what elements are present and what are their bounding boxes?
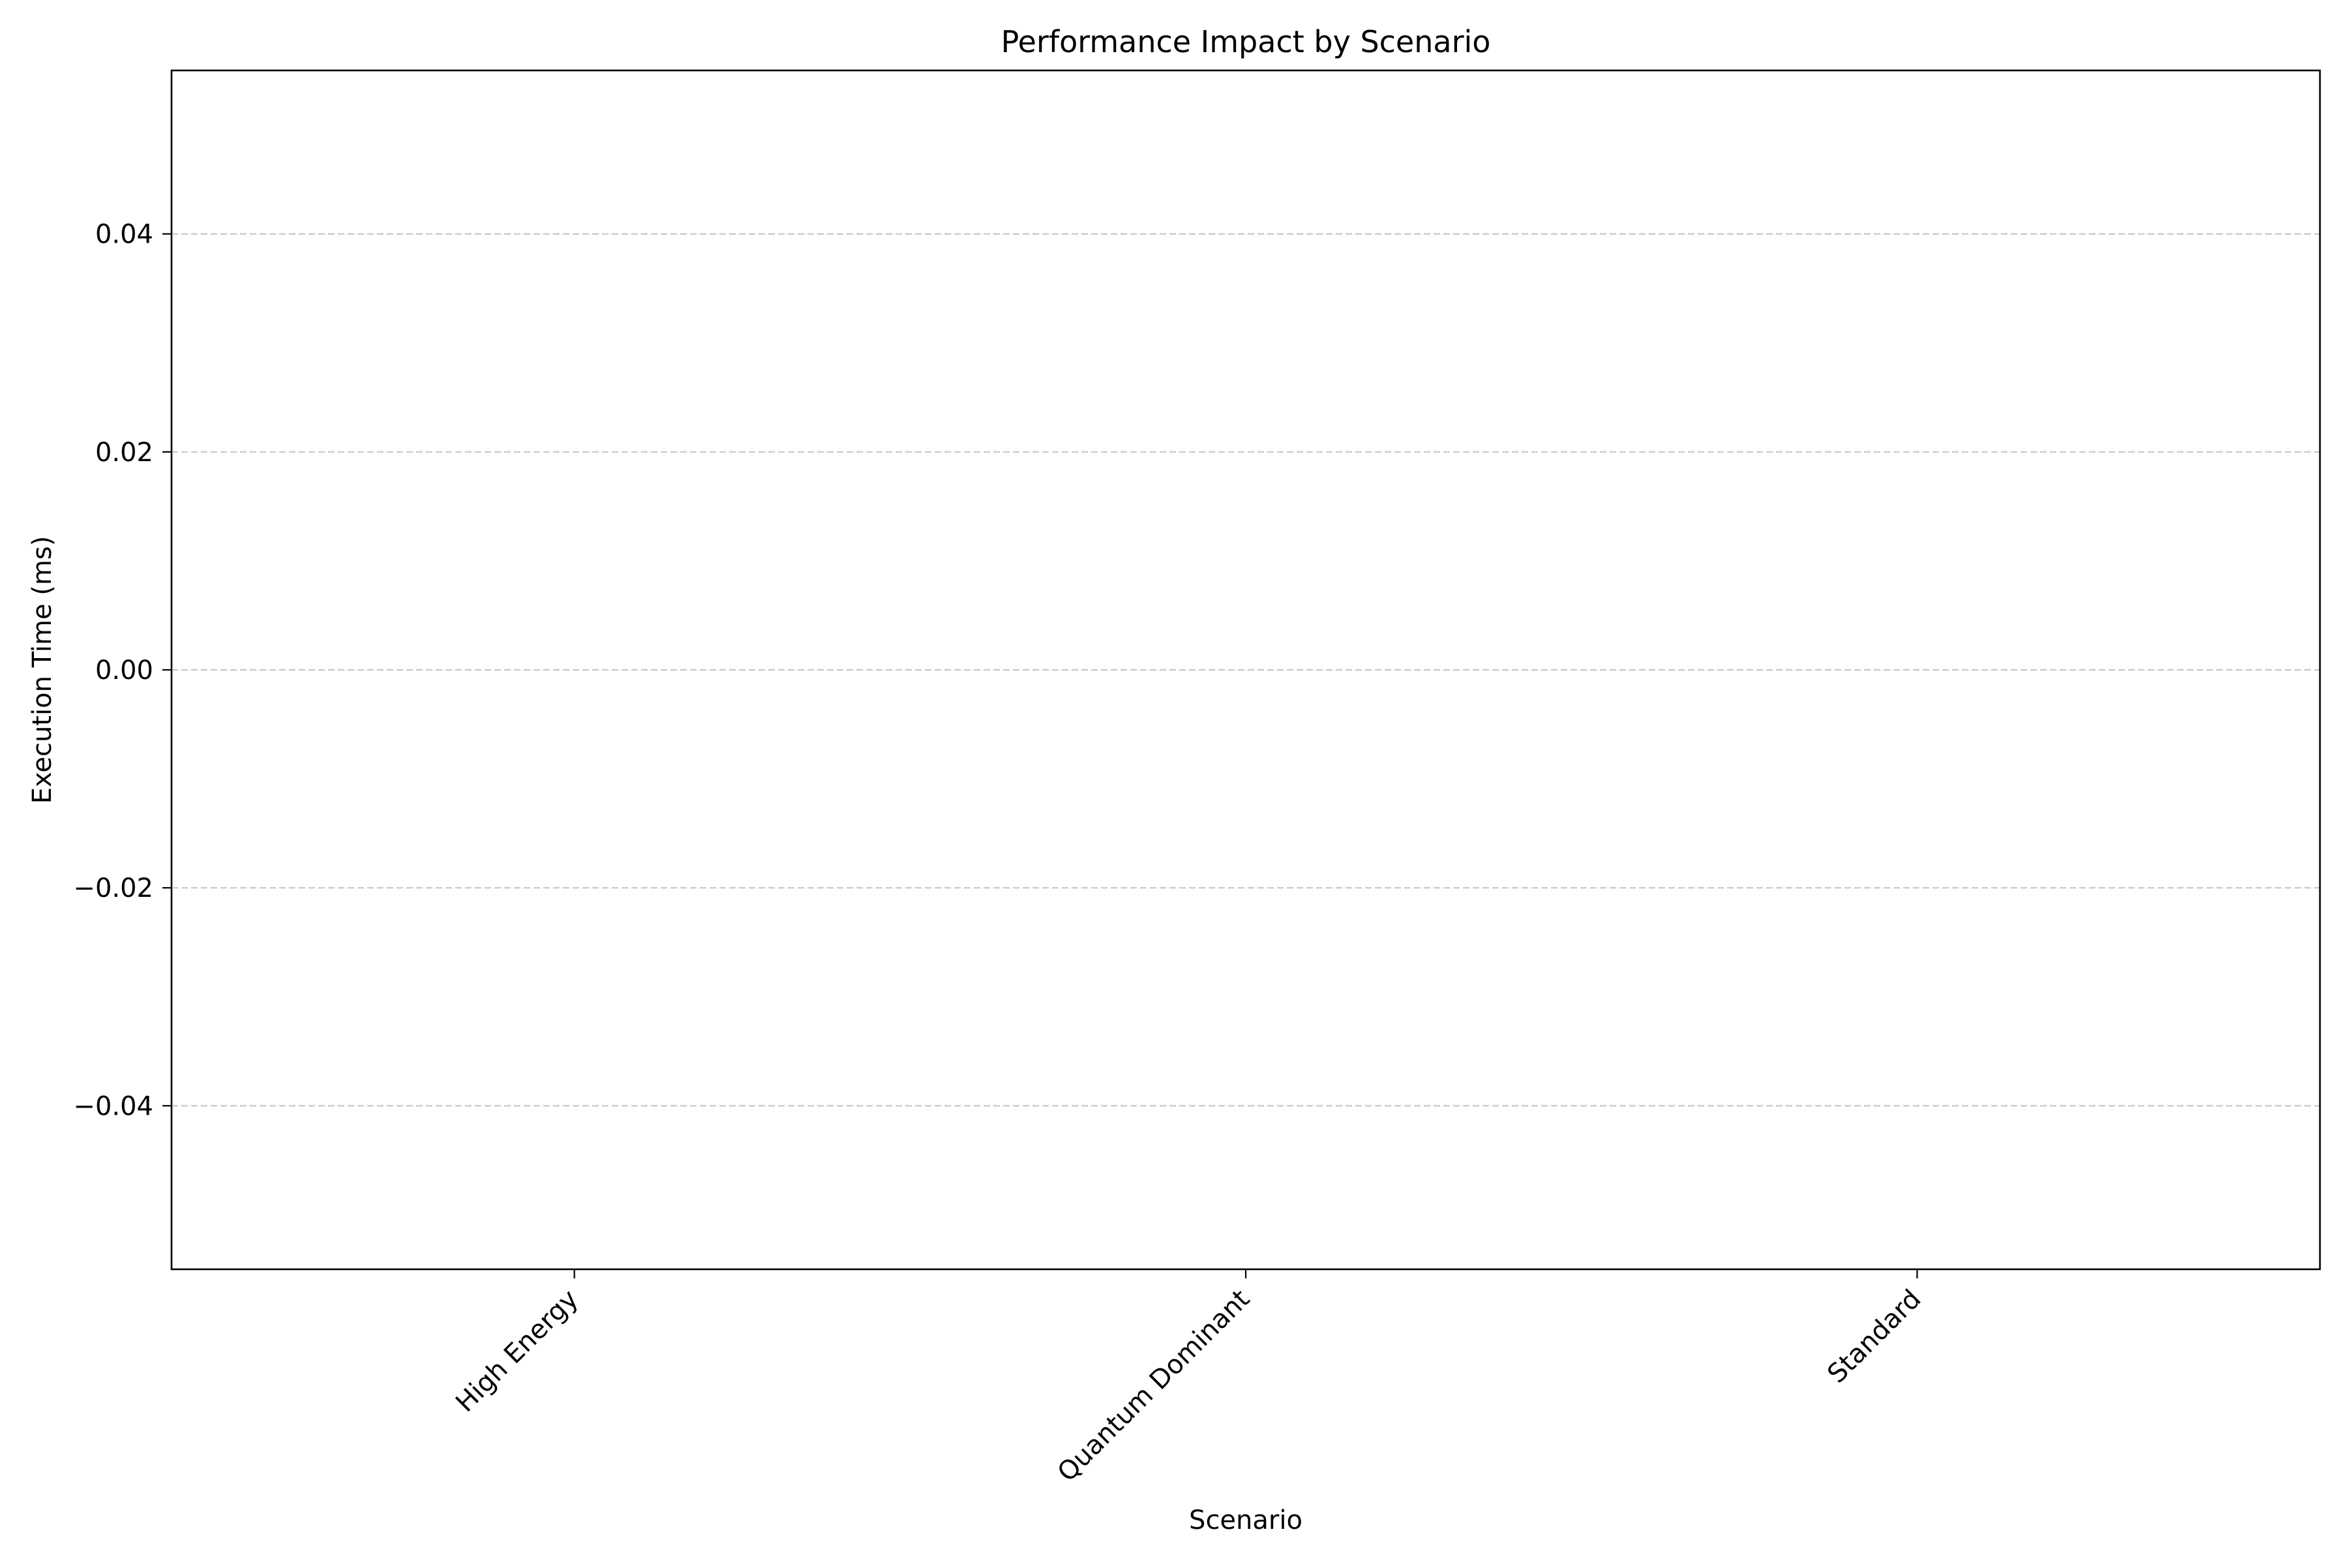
y-tick-label: 0.04	[95, 220, 153, 250]
grid-lines	[172, 233, 2320, 1107]
x-tick-label: Quantum Dominant	[1052, 1284, 1256, 1488]
y-tick-label: 0.00	[95, 656, 153, 686]
x-tick-label: High Energy	[450, 1284, 584, 1419]
x-axis-label: Scenario	[1189, 1505, 1302, 1535]
x-tick-label: Standard	[1822, 1284, 1927, 1389]
y-tick-label: −0.04	[73, 1091, 153, 1121]
y-axis-label: Execution Time (ms)	[27, 536, 57, 804]
y-tick-label: −0.02	[73, 873, 153, 903]
y-axis-ticks: 0.04 0.02 0.00 −0.02 −0.04	[73, 220, 172, 1121]
chart-title: Performance Impact by Scenario	[1001, 24, 1491, 59]
x-axis-ticks: High Energy Quantum Dominant Standard	[450, 1269, 1927, 1488]
y-tick-label: 0.02	[95, 438, 153, 468]
